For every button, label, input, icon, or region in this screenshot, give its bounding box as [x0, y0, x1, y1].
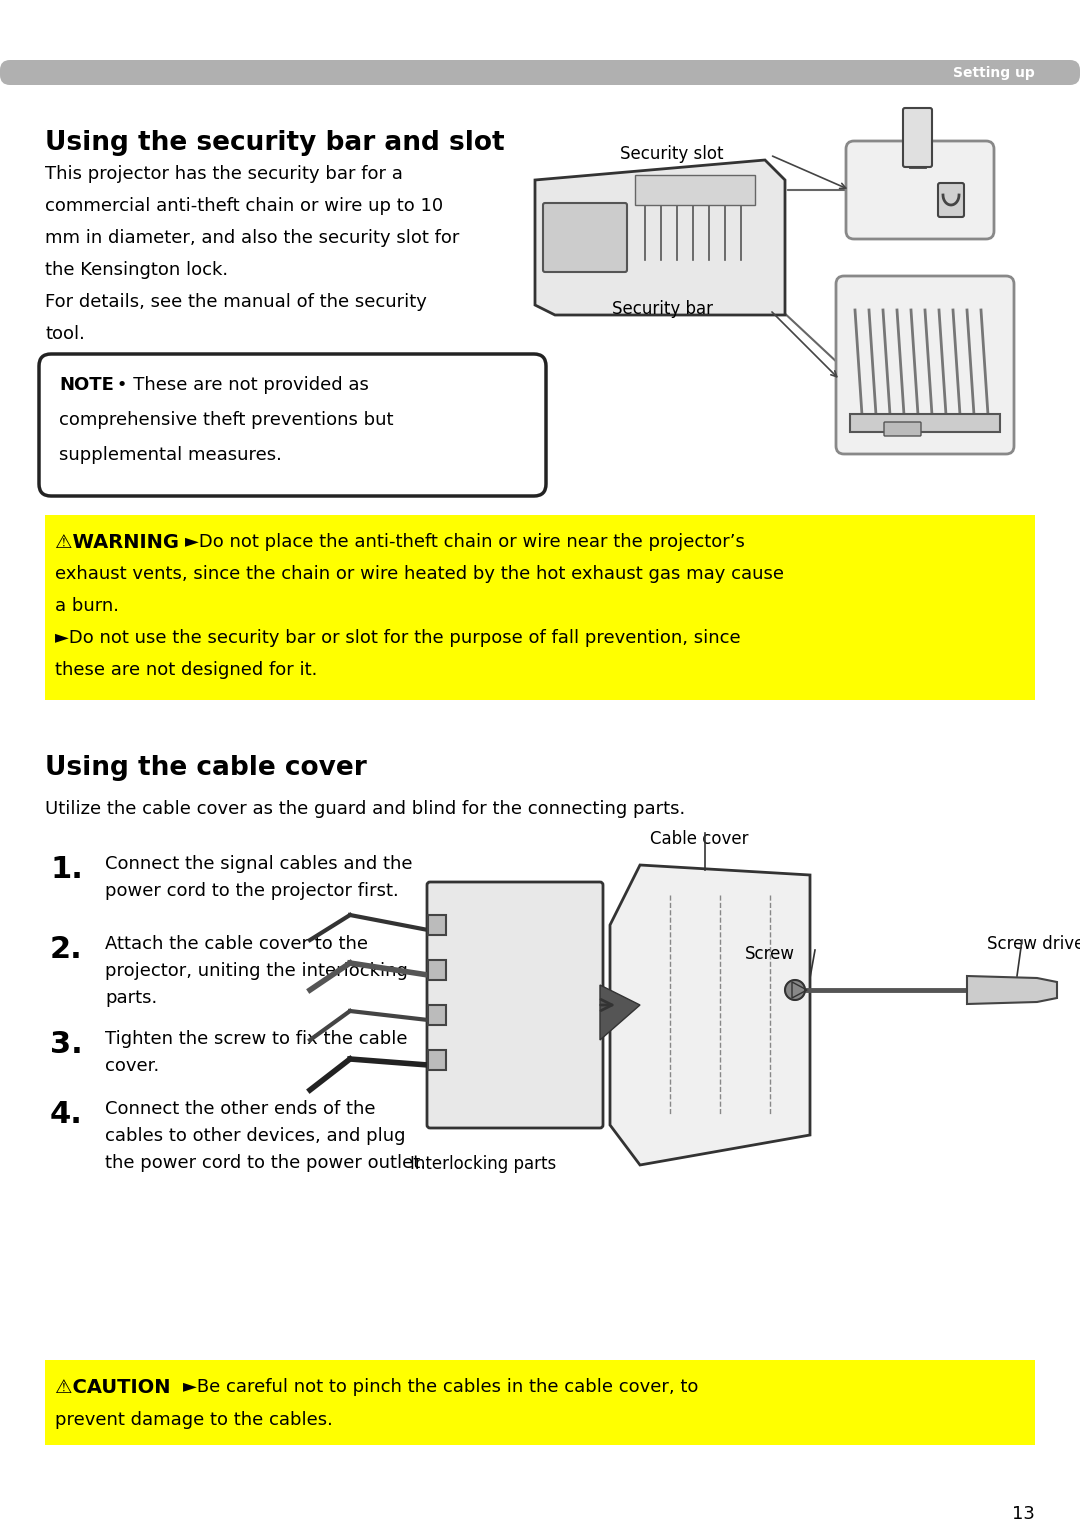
- Text: 3.: 3.: [50, 1030, 83, 1059]
- Text: • These are not provided as: • These are not provided as: [111, 375, 369, 394]
- Text: Security bar: Security bar: [612, 300, 713, 319]
- Text: tool.: tool.: [45, 325, 85, 343]
- Text: For details, see the manual of the security: For details, see the manual of the secur…: [45, 293, 427, 311]
- Text: Attach the cable cover to the: Attach the cable cover to the: [105, 935, 368, 953]
- Bar: [45, 515, 1035, 700]
- Text: Setting up: Setting up: [954, 66, 1035, 80]
- Text: comprehensive theft preventions but: comprehensive theft preventions but: [59, 411, 393, 429]
- Text: exhaust vents, since the chain or wire heated by the hot exhaust gas may cause: exhaust vents, since the chain or wire h…: [55, 565, 784, 584]
- Bar: [45, 1360, 1035, 1445]
- Text: ►Be careful not to pinch the cables in the cable cover, to: ►Be careful not to pinch the cables in t…: [183, 1377, 699, 1396]
- Text: projector, uniting the interlocking: projector, uniting the interlocking: [105, 962, 408, 980]
- Text: Connect the other ends of the: Connect the other ends of the: [105, 1100, 376, 1118]
- Text: This projector has the security bar for a: This projector has the security bar for …: [45, 165, 403, 182]
- Text: Using the cable cover: Using the cable cover: [45, 755, 367, 781]
- FancyBboxPatch shape: [836, 276, 1014, 453]
- FancyBboxPatch shape: [428, 915, 446, 935]
- FancyBboxPatch shape: [635, 175, 755, 205]
- FancyBboxPatch shape: [427, 882, 603, 1128]
- FancyBboxPatch shape: [939, 182, 964, 218]
- Text: power cord to the projector first.: power cord to the projector first.: [105, 882, 399, 899]
- FancyBboxPatch shape: [903, 107, 932, 167]
- Text: ►Do not place the anti-theft chain or wire near the projector’s: ►Do not place the anti-theft chain or wi…: [185, 533, 745, 552]
- Text: Tighten the screw to fix the cable: Tighten the screw to fix the cable: [105, 1030, 407, 1048]
- FancyBboxPatch shape: [39, 354, 546, 496]
- Text: commercial anti-theft chain or wire up to 10: commercial anti-theft chain or wire up t…: [45, 198, 443, 214]
- Text: a burn.: a burn.: [55, 597, 119, 614]
- Text: NOTE: NOTE: [59, 375, 113, 394]
- Text: cover.: cover.: [105, 1057, 159, 1075]
- FancyBboxPatch shape: [428, 1049, 446, 1069]
- FancyBboxPatch shape: [885, 421, 921, 437]
- FancyBboxPatch shape: [0, 60, 1080, 84]
- Polygon shape: [792, 982, 807, 997]
- Text: Connect the signal cables and the: Connect the signal cables and the: [105, 855, 413, 873]
- Text: Using the security bar and slot: Using the security bar and slot: [45, 130, 504, 156]
- FancyBboxPatch shape: [850, 414, 1000, 432]
- Text: prevent damage to the cables.: prevent damage to the cables.: [55, 1411, 333, 1429]
- FancyBboxPatch shape: [428, 961, 446, 980]
- Polygon shape: [600, 985, 640, 1040]
- Text: 1.: 1.: [50, 855, 83, 884]
- Text: Interlocking parts: Interlocking parts: [410, 1155, 556, 1174]
- Text: Screw: Screw: [745, 945, 795, 964]
- Text: 4.: 4.: [50, 1100, 83, 1129]
- Text: Screw driver: Screw driver: [987, 935, 1080, 953]
- FancyBboxPatch shape: [846, 141, 994, 239]
- Text: mm in diameter, and also the security slot for: mm in diameter, and also the security sl…: [45, 228, 459, 247]
- Text: the Kensington lock.: the Kensington lock.: [45, 260, 228, 279]
- Polygon shape: [967, 976, 1057, 1003]
- Text: Cable cover: Cable cover: [650, 830, 748, 849]
- FancyBboxPatch shape: [543, 204, 627, 273]
- Text: 13: 13: [1012, 1504, 1035, 1523]
- Text: the power cord to the power outlet.: the power cord to the power outlet.: [105, 1154, 426, 1172]
- Text: Security slot: Security slot: [620, 146, 724, 162]
- FancyBboxPatch shape: [428, 1005, 446, 1025]
- Text: ⚠WARNING: ⚠WARNING: [55, 533, 179, 552]
- Circle shape: [785, 980, 805, 1000]
- Text: Utilize the cable cover as the guard and blind for the connecting parts.: Utilize the cable cover as the guard and…: [45, 800, 685, 818]
- Text: supplemental measures.: supplemental measures.: [59, 446, 282, 464]
- Text: ⚠CAUTION: ⚠CAUTION: [55, 1377, 171, 1397]
- Text: parts.: parts.: [105, 990, 158, 1007]
- Text: cables to other devices, and plug: cables to other devices, and plug: [105, 1128, 405, 1144]
- Text: 2.: 2.: [50, 935, 83, 964]
- Polygon shape: [610, 866, 810, 1164]
- Text: these are not designed for it.: these are not designed for it.: [55, 660, 318, 679]
- Polygon shape: [535, 159, 785, 316]
- Text: ►Do not use the security bar or slot for the purpose of fall prevention, since: ►Do not use the security bar or slot for…: [55, 630, 741, 647]
